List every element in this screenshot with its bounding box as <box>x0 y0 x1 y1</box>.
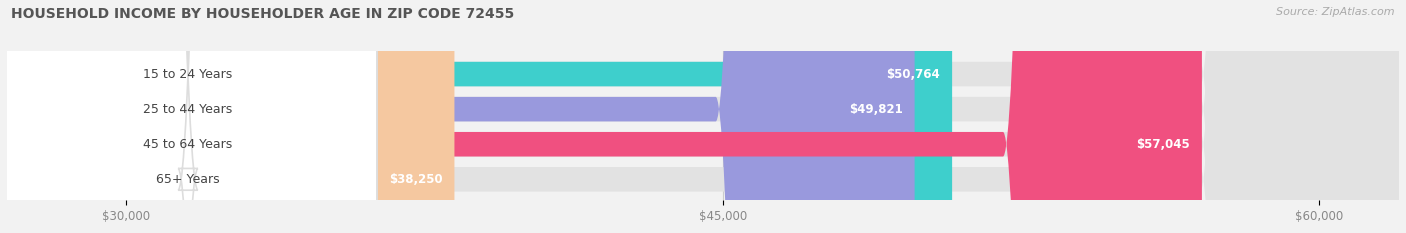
FancyBboxPatch shape <box>7 0 454 233</box>
Text: $57,045: $57,045 <box>1136 138 1189 151</box>
FancyBboxPatch shape <box>7 0 1399 233</box>
Text: $38,250: $38,250 <box>389 173 443 186</box>
Text: $49,821: $49,821 <box>849 103 903 116</box>
FancyBboxPatch shape <box>0 0 377 233</box>
FancyBboxPatch shape <box>7 0 1202 233</box>
FancyBboxPatch shape <box>7 0 1399 233</box>
FancyBboxPatch shape <box>7 0 952 233</box>
FancyBboxPatch shape <box>0 0 377 233</box>
FancyBboxPatch shape <box>0 0 377 233</box>
Text: 65+ Years: 65+ Years <box>156 173 219 186</box>
Text: 15 to 24 Years: 15 to 24 Years <box>143 68 232 81</box>
FancyBboxPatch shape <box>7 0 915 233</box>
Text: Source: ZipAtlas.com: Source: ZipAtlas.com <box>1277 7 1395 17</box>
Text: HOUSEHOLD INCOME BY HOUSEHOLDER AGE IN ZIP CODE 72455: HOUSEHOLD INCOME BY HOUSEHOLDER AGE IN Z… <box>11 7 515 21</box>
FancyBboxPatch shape <box>7 0 1399 233</box>
Text: 45 to 64 Years: 45 to 64 Years <box>143 138 232 151</box>
FancyBboxPatch shape <box>7 0 1399 233</box>
FancyBboxPatch shape <box>0 0 377 233</box>
Text: 25 to 44 Years: 25 to 44 Years <box>143 103 232 116</box>
Text: $50,764: $50,764 <box>886 68 941 81</box>
